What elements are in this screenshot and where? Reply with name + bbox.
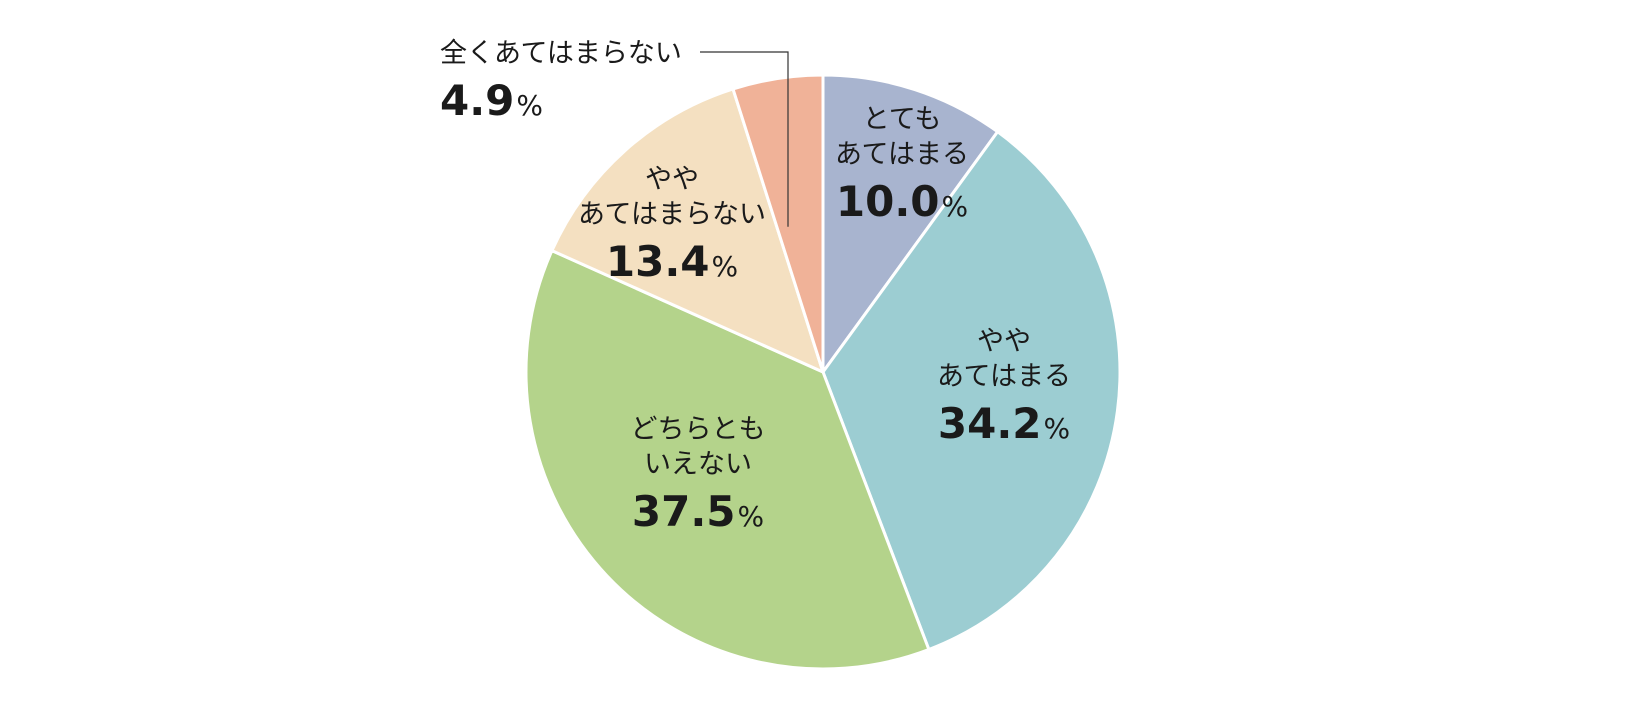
slice-value-0: 10.0% [836, 177, 968, 226]
slice-label-3-line-1: あてはまらない [578, 199, 766, 230]
slice-label-0-line-1: あてはまる [835, 139, 969, 170]
slice-label-1-line-1: あてはまる [937, 361, 1071, 392]
slice-label-1-line-0: やや [977, 326, 1031, 357]
slice-label-0-line-0: とても [863, 104, 942, 135]
slice-label-4-line-0: 全くあてはまらない [440, 38, 682, 69]
slice-value-3: 13.4% [606, 237, 738, 286]
slice-value-1: 34.2% [938, 399, 1070, 448]
pie-slices [524, 73, 1122, 671]
pie-slice-2 [524, 249, 931, 671]
slice-value-4: 4.9% [440, 76, 543, 125]
slice-value-2: 37.5% [632, 487, 764, 536]
slice-label-3-line-0: やや [645, 164, 699, 195]
slice-label-2-line-1: いえない [644, 449, 752, 480]
pie-slice-4 [731, 73, 825, 374]
pie-slice-0 [821, 73, 1000, 374]
callout-line-4 [700, 51, 789, 227]
slice-label-2-line-0: どちらとも [631, 414, 766, 445]
pie-labels: とてもあてはまる10.0%ややあてはまる34.2%どちらともいえない37.5%や… [440, 38, 1071, 536]
pie-slice-1 [821, 130, 1122, 651]
